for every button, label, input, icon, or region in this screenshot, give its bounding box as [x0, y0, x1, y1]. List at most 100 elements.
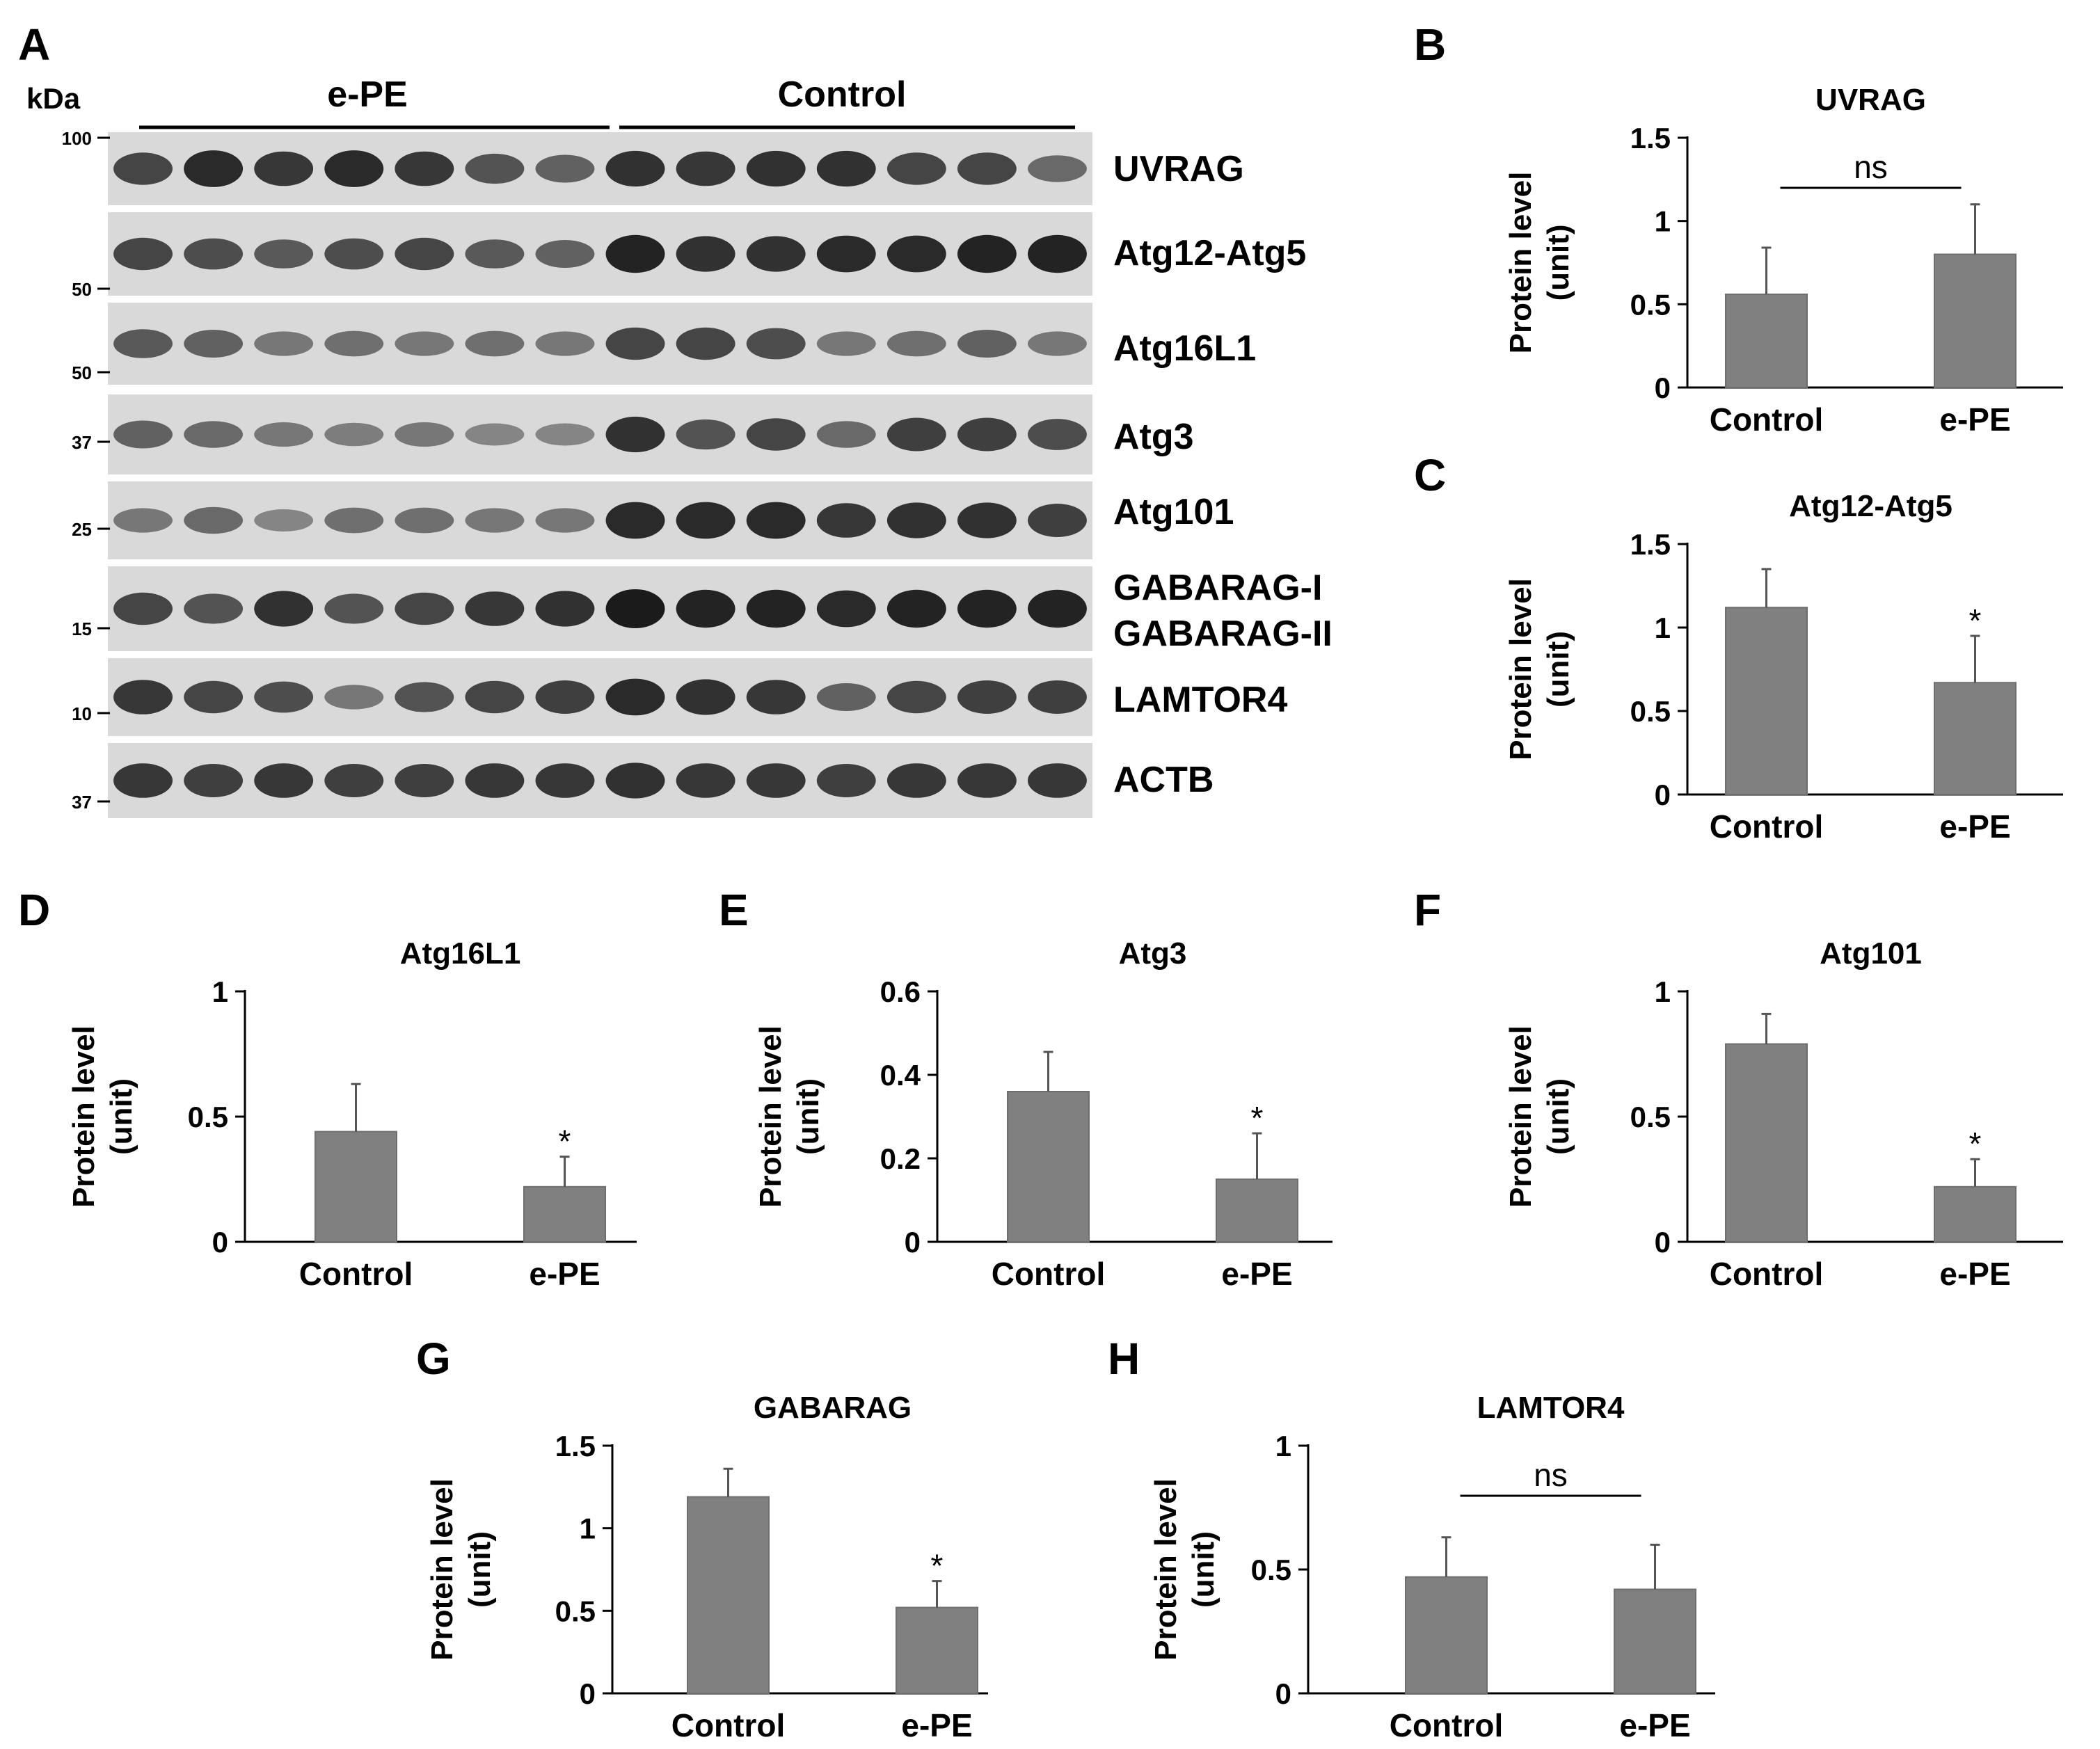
blot-band — [254, 422, 314, 447]
y-axis-label: Protein level (unit) — [1504, 172, 1575, 354]
category-label: Control — [992, 1256, 1106, 1292]
bar — [315, 1131, 397, 1243]
blot-band — [324, 685, 384, 710]
y-tick-label: 0.5 — [188, 1101, 228, 1133]
blot-band — [1028, 419, 1087, 450]
blot-band — [324, 507, 384, 534]
blot-band — [605, 234, 665, 273]
blot-band — [184, 150, 244, 187]
blot-band — [324, 422, 384, 447]
blot-band — [535, 763, 595, 798]
blot-band — [113, 763, 173, 798]
marker-label: 37 — [72, 432, 92, 453]
blot-band — [886, 502, 946, 538]
marker-label: 15 — [72, 618, 92, 639]
significance-star: * — [559, 1124, 571, 1160]
blot-band — [886, 417, 946, 452]
blot-band — [605, 762, 665, 799]
significance-star: * — [1969, 602, 1982, 639]
blot-row: 37 Atg3 — [72, 394, 1194, 474]
blot-band — [395, 237, 454, 271]
category-label: Control — [671, 1707, 786, 1743]
blot-band — [395, 151, 454, 186]
y-axis-label-line: Protein level — [1149, 1478, 1183, 1661]
blot-band — [465, 239, 525, 269]
y-tick-label: 0 — [1655, 372, 1671, 404]
y-axis-label: Protein level (unit) — [67, 1025, 138, 1208]
blot-label: GABARAG-I — [1113, 568, 1322, 608]
blot-band — [535, 423, 595, 446]
western-blot-panel: A kDa e-PE Control 100UVRAG50Atg12-Atg55… — [18, 19, 1333, 818]
blot-band — [254, 509, 314, 532]
blot-band — [113, 508, 173, 533]
blot-band — [184, 421, 244, 448]
blot-band — [676, 419, 735, 450]
blot-label: LAMTOR4 — [1113, 680, 1287, 720]
bar — [1725, 1043, 1808, 1243]
blot-band — [957, 234, 1017, 273]
blot-band — [676, 589, 735, 628]
blot-band — [465, 423, 525, 446]
blot-band — [324, 764, 384, 797]
bar-chart-d: D Atg16L1 Protein level (unit) 0 0.5 1 Control e… — [18, 885, 637, 1292]
blot-band — [113, 592, 173, 625]
blot-band — [184, 506, 244, 534]
category-label: e-PE — [901, 1707, 972, 1743]
blot-band — [746, 680, 806, 714]
blot-band — [254, 681, 314, 713]
y-tick-label: 0.6 — [880, 975, 921, 1008]
bar — [1725, 293, 1808, 388]
blot-band — [605, 502, 665, 539]
blot-band — [113, 420, 173, 449]
bar — [1934, 253, 2017, 388]
blot-band — [676, 236, 735, 272]
blot-band — [113, 152, 173, 185]
panel-letter: H — [1108, 1334, 1140, 1384]
category-label: Control — [1390, 1707, 1504, 1743]
bar — [896, 1606, 978, 1694]
blot-band — [676, 763, 735, 798]
panel-letter: D — [18, 885, 50, 935]
blot-band — [395, 422, 454, 447]
bar — [687, 1496, 770, 1694]
y-axis-label: Protein level (unit) — [754, 1025, 825, 1208]
blot-band — [957, 152, 1017, 185]
y-axis-label-line: (unit) — [1541, 1078, 1575, 1155]
y-tick-label: 1 — [1655, 975, 1671, 1008]
blot-band — [816, 150, 876, 187]
category-label: e-PE — [1619, 1707, 1690, 1743]
y-tick-label: 1 — [1655, 205, 1671, 238]
bar — [1007, 1091, 1090, 1243]
y-tick-label: 0 — [1655, 1226, 1671, 1259]
blot-band — [886, 680, 946, 714]
y-tick-label: 1 — [1275, 1430, 1291, 1462]
significance-star: * — [931, 1548, 944, 1584]
y-axis-label-line: (unit) — [1541, 631, 1575, 708]
blot-band — [886, 235, 946, 273]
blot-band — [184, 238, 244, 270]
blot-band — [1028, 155, 1087, 182]
y-axis-label-line: (unit) — [104, 1078, 138, 1155]
blot-band — [1028, 763, 1087, 798]
y-axis-label: Protein level (unit) — [425, 1478, 497, 1661]
blot-band — [746, 763, 806, 798]
chart-title: Atg16L1 — [400, 936, 521, 971]
panel-letter-a: A — [18, 19, 50, 70]
significance-label: ns — [1854, 149, 1888, 185]
category-label: Control — [1710, 808, 1824, 845]
blot-band — [957, 502, 1017, 538]
y-axis-label-line: Protein level — [1504, 1025, 1538, 1208]
blot-band — [886, 152, 946, 185]
blot-band — [816, 235, 876, 273]
blot-band — [254, 331, 314, 356]
y-tick-label: 1.5 — [555, 1430, 596, 1462]
bar-chart-g: G GABARAG Protein level (unit) 0 0.5 1 1.5 Contr… — [416, 1334, 988, 1743]
blot-band — [535, 680, 595, 714]
y-tick-label: 1.5 — [1630, 122, 1671, 154]
blot-row: 37 ACTB — [72, 743, 1214, 818]
marker-label: 50 — [72, 362, 92, 383]
blot-band — [324, 238, 384, 270]
blot-band — [184, 764, 244, 797]
chart-title: UVRAG — [1815, 83, 1926, 117]
